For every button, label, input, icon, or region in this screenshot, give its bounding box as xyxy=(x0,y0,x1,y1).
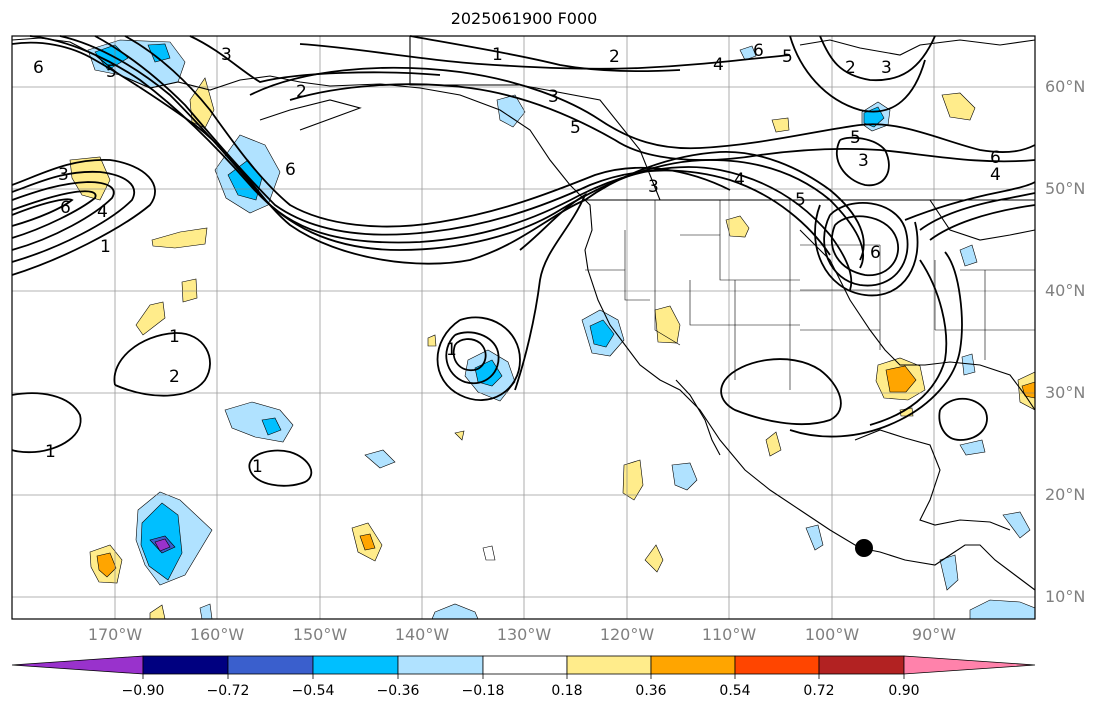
contour-lines xyxy=(11,35,1036,487)
colorbar-tick-label: −0.18 xyxy=(461,683,505,699)
contour-label: 1 xyxy=(45,442,56,462)
contour-label: 6 xyxy=(33,58,44,78)
lon-label: 150°W xyxy=(292,625,348,644)
contour-label: 2 xyxy=(845,58,856,78)
contour-label: 5 xyxy=(570,118,581,138)
contour-label: 5 xyxy=(850,128,861,148)
colorbar-tick-label: 0.54 xyxy=(719,683,751,699)
contour-label: 2 xyxy=(609,47,620,67)
lon-label: 160°W xyxy=(189,625,245,644)
contour-label: 3 xyxy=(648,177,659,197)
map-frame xyxy=(11,35,1036,620)
lat-label: 60°N xyxy=(1045,77,1086,96)
contour-label: 6 xyxy=(285,160,296,180)
contour-label: 1 xyxy=(252,457,263,477)
contour-label: 6 xyxy=(60,198,71,218)
contour-label: 6 xyxy=(753,41,764,61)
lat-label: 40°N xyxy=(1045,281,1086,300)
positive-shading xyxy=(69,77,1036,620)
lon-label: 90°W xyxy=(911,625,957,644)
lat-label: 20°N xyxy=(1045,485,1086,504)
contour-label: 1 xyxy=(100,237,111,257)
colorbar-tick-label: −0.36 xyxy=(376,683,420,699)
state-borders xyxy=(585,200,1035,390)
contour-label: 3 xyxy=(881,58,892,78)
lon-label: 120°W xyxy=(599,625,655,644)
colorbar-tick-label: 0.72 xyxy=(803,683,835,699)
lon-label: 170°W xyxy=(87,625,143,644)
contour-label: 3 xyxy=(858,151,869,171)
colorbar xyxy=(11,655,1036,679)
contour-label: 4 xyxy=(990,165,1001,185)
lat-label: 10°N xyxy=(1045,587,1086,606)
contour-label: 6 xyxy=(990,148,1001,168)
storm-center-dot xyxy=(855,539,873,557)
lon-label: 130°W xyxy=(496,625,552,644)
lon-label: 110°W xyxy=(701,625,757,644)
negative-shading xyxy=(87,39,1036,620)
contour-label: 5 xyxy=(795,190,806,210)
colorbar-tick-label: −0.90 xyxy=(121,683,165,699)
lat-label: 50°N xyxy=(1045,179,1086,198)
colorbar-tick-label: 0.18 xyxy=(551,683,583,699)
map-title: 2025061900 F000 xyxy=(450,9,598,28)
contour-label: 1 xyxy=(169,327,180,347)
colorbar-extend-low xyxy=(11,655,144,675)
colorbar-tick-label: 0.90 xyxy=(888,683,920,699)
lon-label: 140°W xyxy=(394,625,450,644)
colorbar-tick-label: −0.72 xyxy=(206,683,250,699)
contour-label: 5 xyxy=(106,62,117,82)
lat-label: 30°N xyxy=(1045,383,1086,402)
contour-label: 1 xyxy=(446,340,457,360)
contour-label: 1 xyxy=(492,45,503,65)
contour-label: 2 xyxy=(169,367,180,387)
lon-label: 100°W xyxy=(804,625,860,644)
colorbar-tick-label: 0.36 xyxy=(635,683,667,699)
contour-label: 2 xyxy=(296,82,307,102)
contour-label: 6 xyxy=(870,243,881,263)
contour-label: 3 xyxy=(221,45,232,65)
contour-label: 3 xyxy=(548,87,559,107)
contour-label: 4 xyxy=(734,170,745,190)
colorbar-tick-label: −0.54 xyxy=(291,683,335,699)
contour-label: 4 xyxy=(97,202,108,222)
contour-label: 3 xyxy=(58,165,69,185)
contour-label: 4 xyxy=(713,55,724,75)
colorbar-extend-high xyxy=(903,655,1036,675)
contour-label: 5 xyxy=(782,47,793,67)
contour-labels: 6 3 5 2 1 2 3 5 6 4 2 5 3 6 4 3 5 6 4 1 … xyxy=(33,41,1001,477)
